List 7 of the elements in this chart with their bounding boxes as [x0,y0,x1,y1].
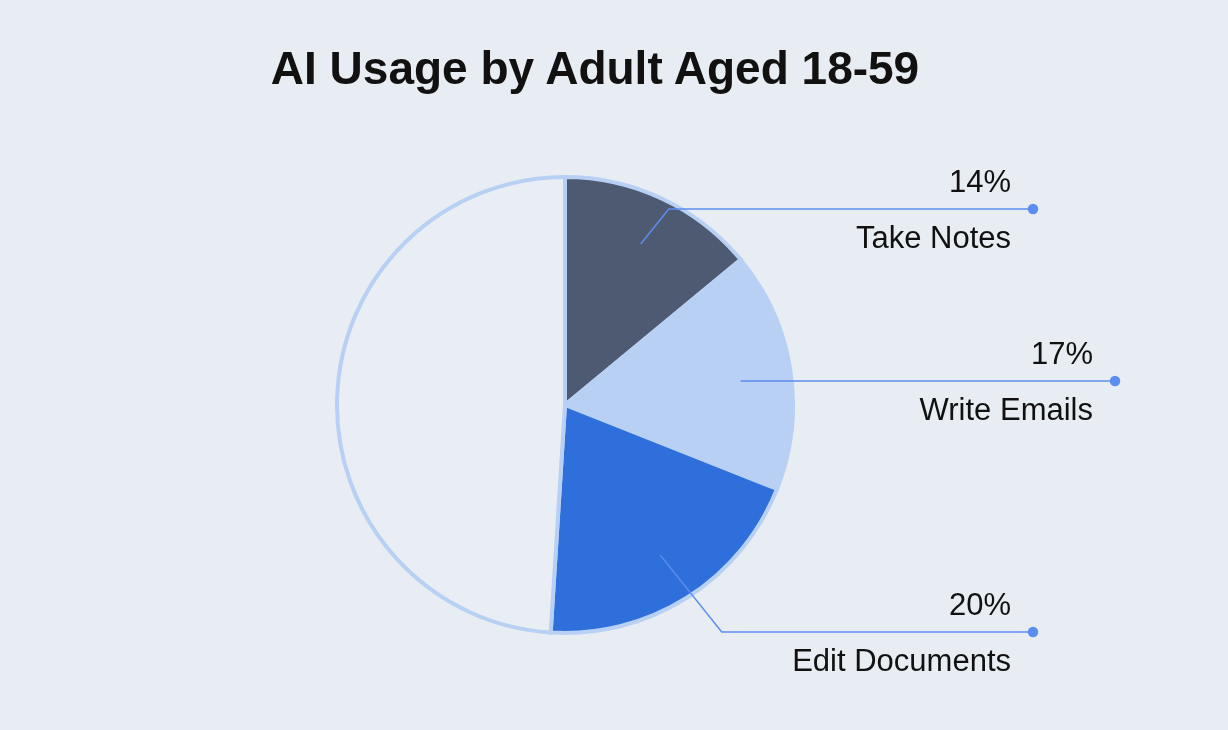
slice-label: Edit Documents [792,643,1011,678]
data-label: 20% [948,587,1011,622]
chart-title: AI Usage by Adult Aged 18-59 [270,42,920,94]
data-label: 14% [948,164,1011,199]
slice-label: Write Emails [919,392,1093,427]
slice-label: Take Notes [855,220,1011,255]
data-label: 17% [1030,336,1093,371]
